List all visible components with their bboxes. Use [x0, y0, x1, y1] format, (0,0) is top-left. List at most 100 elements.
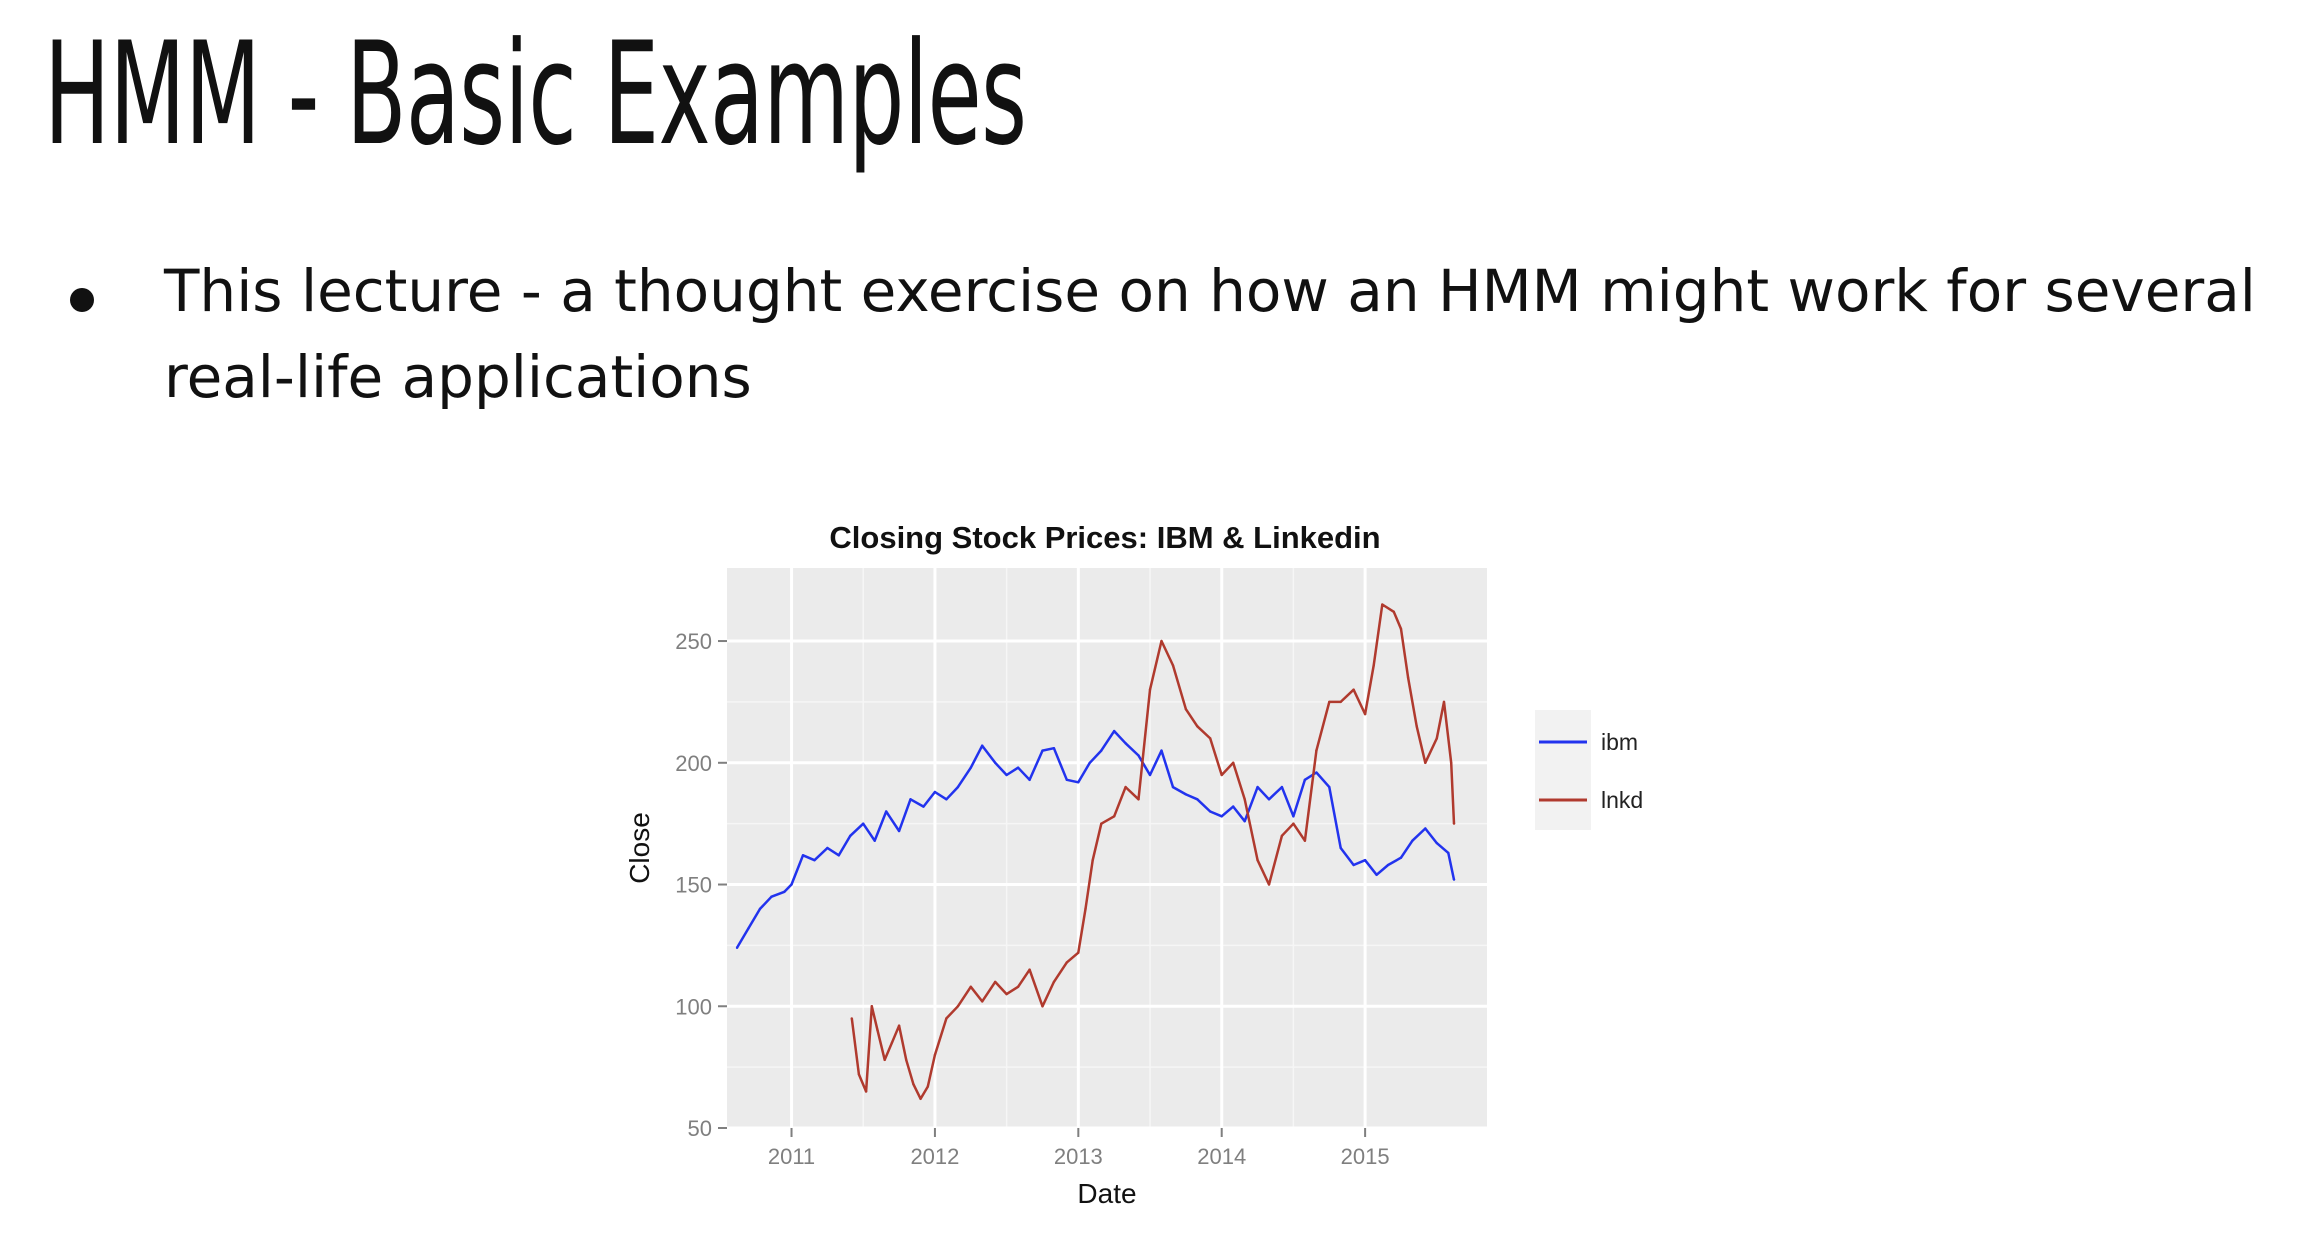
legend-label-ibm: ibm [1601, 729, 1638, 755]
ibm-point [1041, 749, 1044, 752]
ibm-point [1256, 785, 1259, 789]
ibm-point [747, 927, 750, 930]
lnkd-point [883, 1058, 886, 1062]
ibm-point [1016, 766, 1020, 769]
lnkd-point [919, 1097, 922, 1100]
bullet-text: This lecture - a thought exercise on how… [164, 257, 2256, 411]
y-tick-label: 250 [675, 629, 712, 654]
ibm-point [758, 907, 762, 911]
lnkd-point [897, 1024, 901, 1027]
ibm-point [1386, 863, 1390, 867]
ibm-point [969, 766, 972, 769]
ibm-point [1303, 778, 1307, 782]
lnkd-point [850, 1017, 853, 1020]
lnkd-point [1303, 839, 1307, 842]
ibm-point [849, 834, 852, 838]
grid-lines [727, 568, 1487, 1130]
lnkd-point [933, 1053, 937, 1057]
ibm-point [1411, 839, 1414, 842]
lnkd-point [1041, 1005, 1044, 1008]
lnkd-point [1065, 961, 1069, 964]
lnkd-point [905, 1058, 908, 1062]
lnkd-point [1028, 968, 1031, 971]
lnkd-point [1209, 737, 1212, 740]
lnkd-point [926, 1085, 929, 1088]
lnkd-point [1399, 627, 1403, 631]
ibm-point [956, 785, 960, 789]
ibm-point [1267, 798, 1271, 801]
ibm-point [1315, 771, 1318, 774]
lnkd-point [1160, 639, 1163, 643]
lnkd-point [1339, 700, 1342, 704]
ibm-point [1124, 742, 1127, 745]
lnkd-point [1005, 992, 1008, 996]
x-tick-label: 2013 [1054, 1144, 1103, 1169]
ibm-point [1100, 749, 1103, 752]
lnkd-point [1184, 708, 1188, 711]
chart-title: Closing Stock Prices: IBM & Linkedin [829, 520, 1380, 555]
x-axis-label: Date [1077, 1178, 1136, 1209]
ibm-point [1196, 798, 1199, 801]
ibm-point [837, 854, 841, 857]
ibm-point [933, 790, 937, 794]
lnkd-point [857, 1073, 861, 1076]
stock-price-chart: Closing Stock Prices: IBM & Linkedin 50 1… [624, 520, 1643, 1209]
ibm-point [1339, 846, 1342, 850]
lnkd-point [870, 1005, 874, 1008]
lnkd-point [969, 985, 972, 988]
axes: 50 100 150 200 250 2011 2012 2013 2014 2015 [675, 629, 1389, 1169]
x-tick-label: 2014 [1197, 1144, 1246, 1169]
lnkd-point [1328, 700, 1331, 704]
ibm-point [1452, 878, 1456, 881]
ibm-point [1231, 805, 1235, 808]
ibm-point [993, 761, 997, 764]
y-tick-label: 50 [688, 1116, 712, 1141]
ibm-point [1137, 754, 1140, 757]
lnkd-point [1415, 725, 1418, 728]
lnkd-point [1220, 773, 1223, 777]
ibm-point [1292, 815, 1295, 818]
lnkd-point [1315, 749, 1318, 752]
ibm-point [1112, 729, 1116, 733]
lnkd-point [1449, 761, 1453, 764]
x-tick-label: 2015 [1341, 1144, 1390, 1169]
ibm-point [770, 895, 773, 898]
ibm-point [813, 858, 816, 862]
ibm-point [1209, 810, 1212, 813]
lnkd-point [1452, 822, 1456, 825]
lnkd-point [1256, 858, 1259, 862]
ibm-point [884, 810, 888, 813]
ibm-point [862, 822, 865, 825]
ibm-point [1280, 785, 1284, 789]
lnkd-point [1352, 688, 1355, 691]
ibm-point [1328, 785, 1331, 789]
slide-title: HMM - Basic Examples [44, 12, 1027, 177]
ibm-point [873, 839, 876, 842]
lnkd-point [890, 1041, 894, 1044]
lnkd-point [1381, 603, 1384, 606]
legend-label-lnkd: lnkd [1601, 787, 1643, 813]
legend: ibm lnkd [1535, 710, 1643, 830]
y-tick-label: 150 [675, 873, 712, 898]
lnkd-point [1171, 664, 1175, 667]
ibm-point [1352, 863, 1355, 867]
ibm-point [1160, 749, 1163, 752]
lnkd-point [1077, 951, 1080, 954]
lnkd-point [993, 980, 997, 984]
lnkd-point [1292, 822, 1295, 825]
lnkd-point [1112, 815, 1116, 818]
lnkd-point [1231, 761, 1235, 764]
lnkd-point [945, 1017, 948, 1020]
lnkd-point [1148, 688, 1152, 691]
lnkd-point [981, 1000, 984, 1003]
lnkd-point [864, 1090, 868, 1093]
lnkd-point [1392, 610, 1395, 614]
lnkd-point [1372, 664, 1375, 667]
ibm-point [783, 890, 786, 894]
lnkd-point [1363, 712, 1367, 716]
ibm-point [1184, 793, 1188, 796]
ibm-point [735, 946, 739, 950]
lnkd-point [912, 1082, 915, 1086]
ibm-point [1363, 858, 1367, 862]
ibm-point [1220, 815, 1223, 818]
